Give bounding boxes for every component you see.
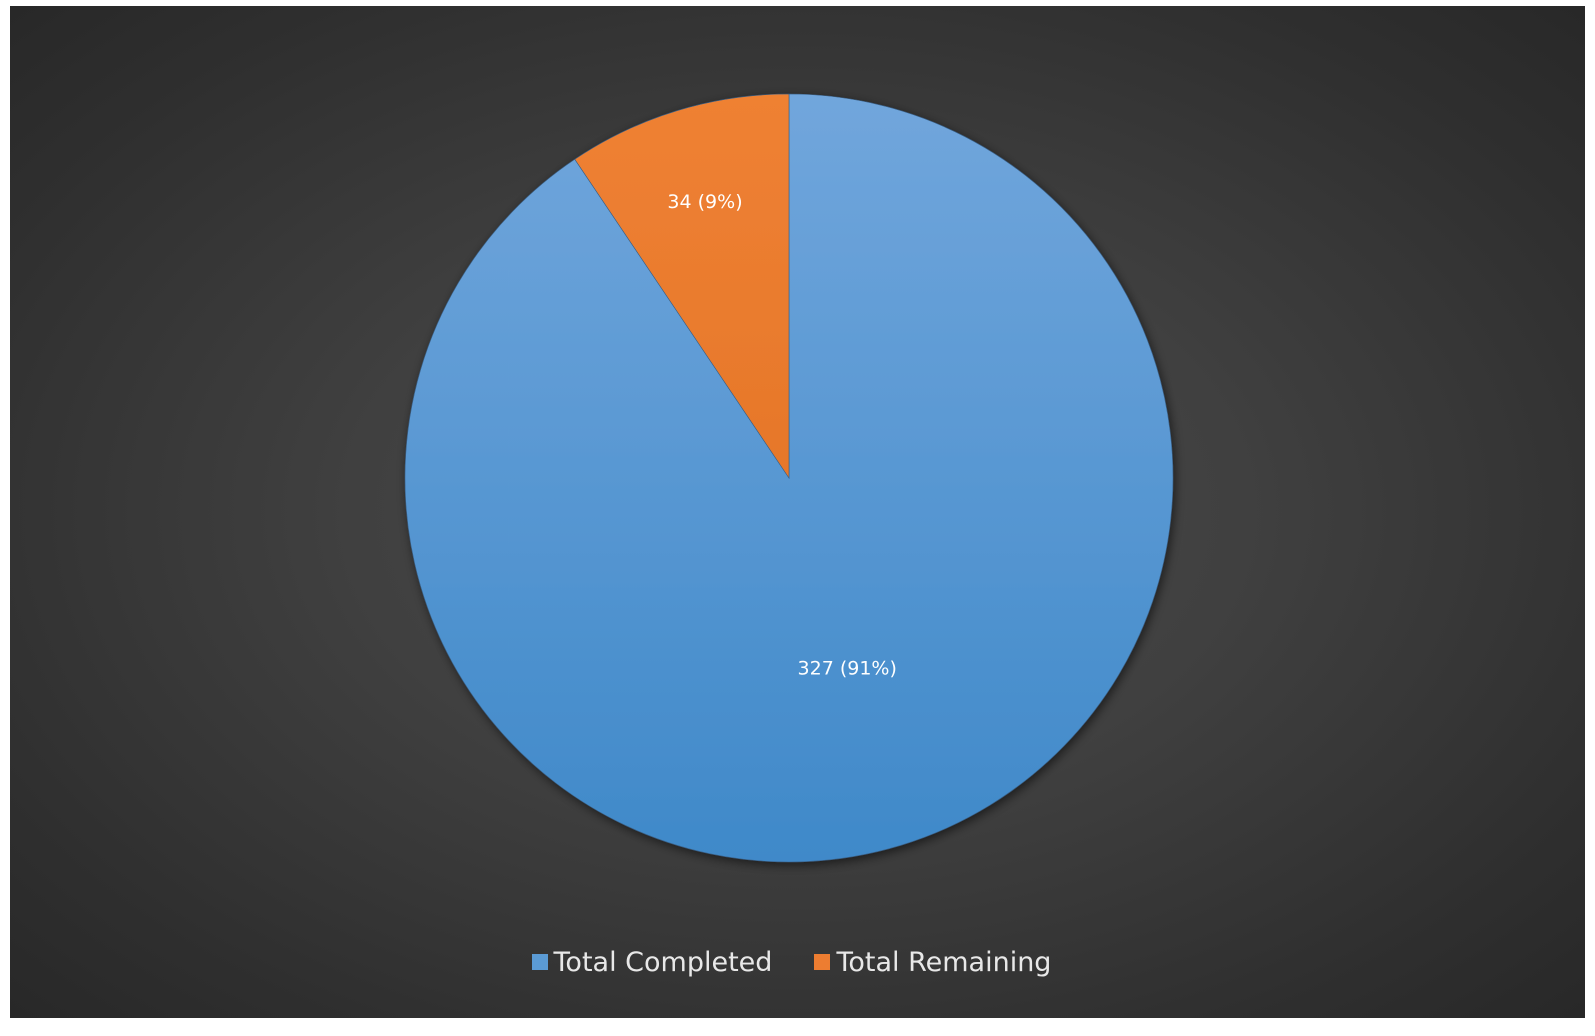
legend-swatch-total-completed	[531, 954, 548, 970]
legend: Total Completed Total Remaining	[10, 938, 1585, 986]
pie-data-labels: 327 (91%) 34 (9%)	[667, 191, 896, 679]
legend-item-total-remaining: Total Remaining	[814, 947, 1051, 978]
pie-slice-total-remaining[interactable]	[574, 93, 790, 479]
data-label-total-remaining: 34 (9%)	[667, 191, 742, 213]
legend-label-total-completed: Total Completed	[553, 946, 773, 978]
legend-swatch-total-remaining	[814, 954, 831, 970]
legend-item-total-completed: Total Completed	[531, 946, 773, 978]
pie-chart: 327 (91%) 34 (9%)	[404, 93, 1174, 863]
chart-area: 327 (91%) 34 (9%) Total Completed Total R…	[10, 6, 1585, 1018]
pie-slices	[404, 93, 1174, 863]
data-label-total-completed: 327 (91%)	[798, 658, 897, 680]
legend-label-total-remaining: Total Remaining	[836, 946, 1052, 978]
